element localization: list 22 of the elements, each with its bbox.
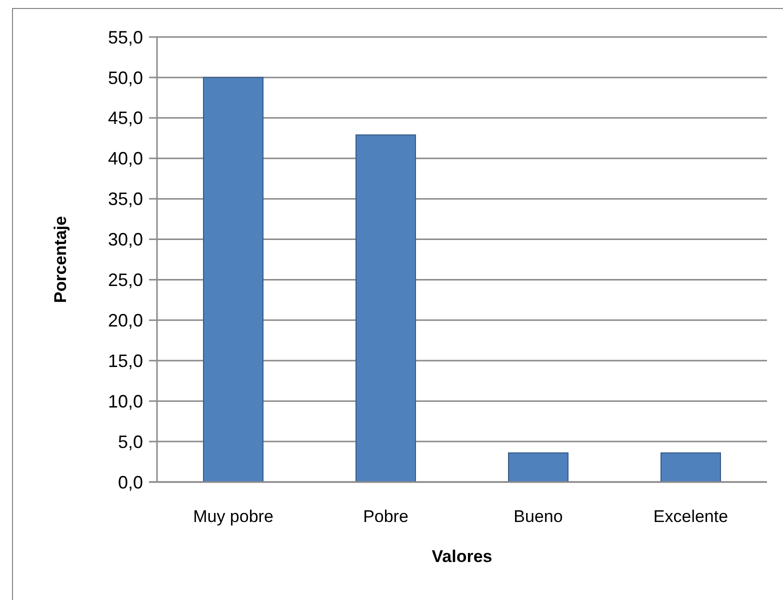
y-tick-label: 45,0 (108, 108, 143, 128)
bar (660, 452, 721, 482)
bar (356, 134, 416, 482)
y-tick-label: 10,0 (108, 391, 143, 412)
x-axis-title: Valores (432, 547, 492, 566)
y-tick-label: 5,0 (118, 432, 143, 452)
x-tick-label: Bueno (514, 507, 563, 526)
y-tick-label: 15,0 (108, 350, 143, 371)
y-tick-label: 50,0 (108, 68, 143, 88)
y-tick-label: 35,0 (108, 189, 143, 210)
y-tick-label: 25,0 (108, 270, 143, 290)
bar (508, 452, 568, 482)
y-tick-label: 20,0 (108, 310, 143, 330)
x-tick-label: Muy pobre (193, 507, 274, 526)
y-axis-title: Porcentaje (51, 216, 70, 303)
bar (203, 76, 264, 482)
x-tick-label: Excelente (653, 507, 728, 526)
y-tick-label: 55,0 (108, 27, 143, 48)
x-tick-label: Pobre (363, 507, 408, 526)
y-tick-label: 40,0 (108, 148, 143, 169)
y-tick-label: 0,0 (118, 472, 143, 492)
y-tick-label: 30,0 (108, 230, 143, 250)
